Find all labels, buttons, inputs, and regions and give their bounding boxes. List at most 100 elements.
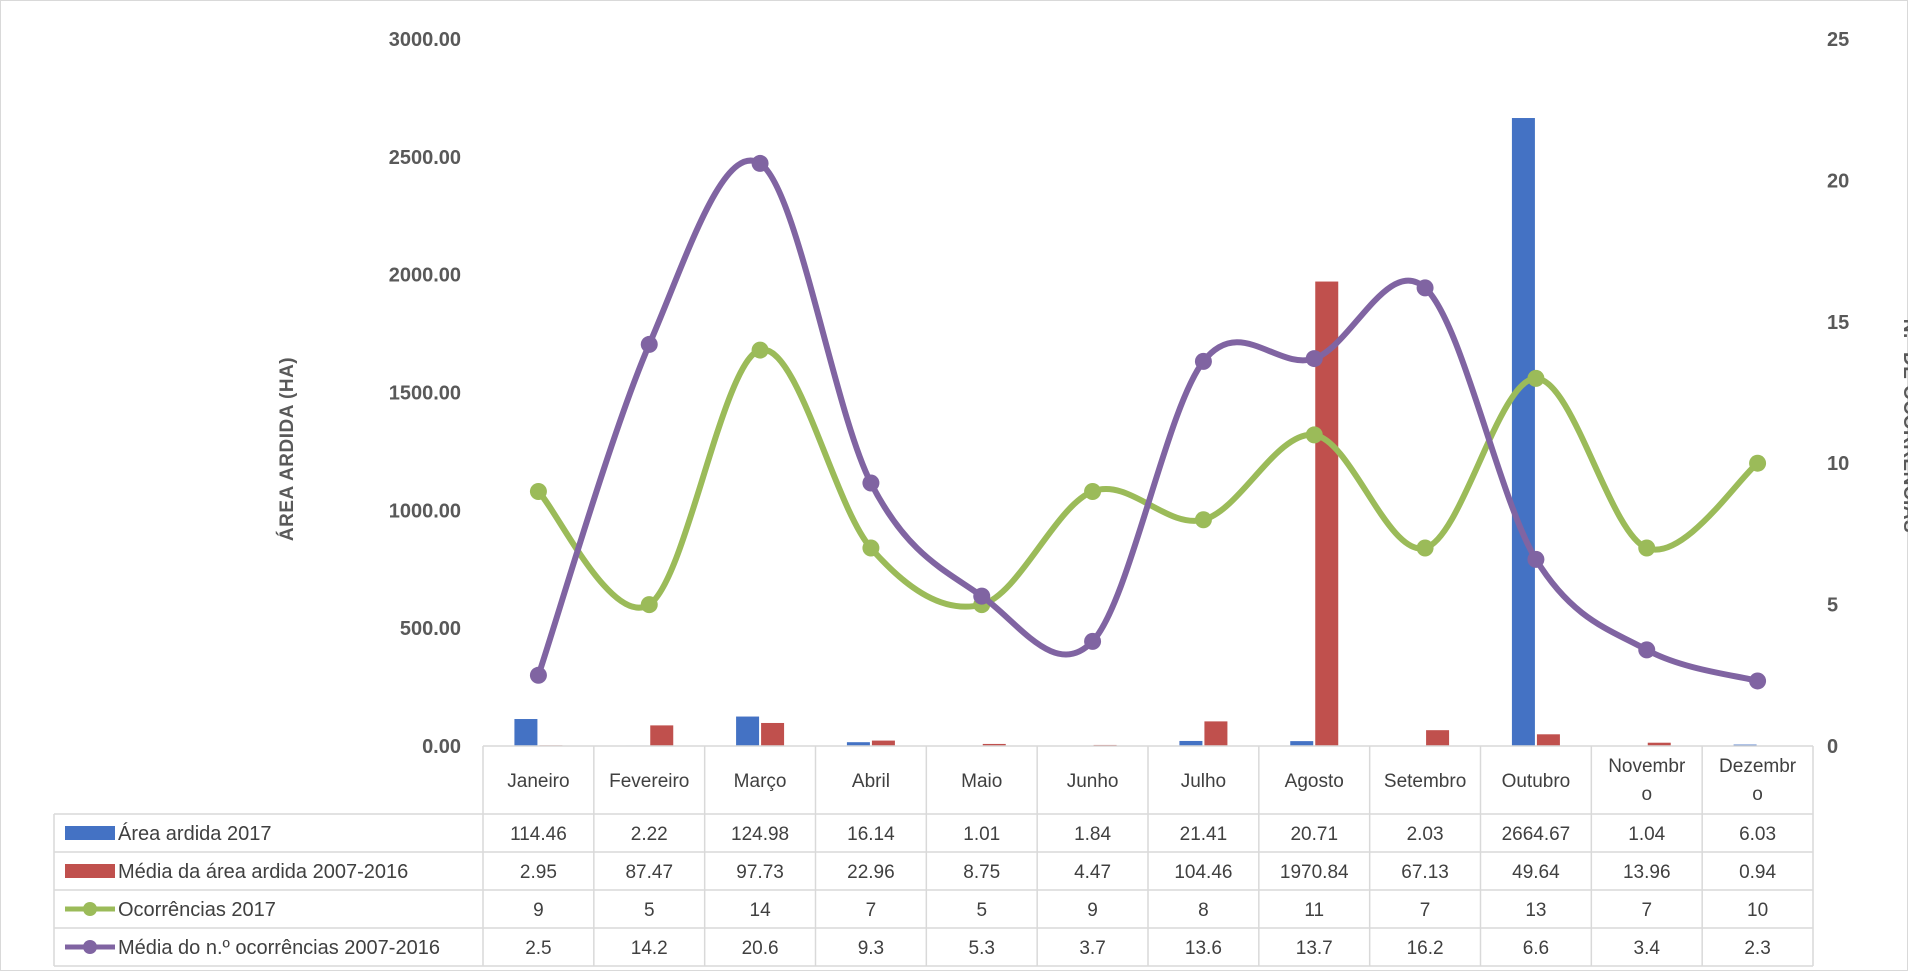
line-point <box>1749 672 1767 690</box>
data-cell: 0.94 <box>1739 862 1776 883</box>
data-cell: 6.6 <box>1523 938 1549 959</box>
legend-series-name: Média da área ardida 2007-2016 <box>118 861 408 883</box>
line-point <box>1084 482 1102 500</box>
data-cell: 13.7 <box>1296 938 1333 959</box>
category-label: o <box>1752 784 1763 805</box>
line-point <box>640 596 658 614</box>
bar <box>1647 742 1671 746</box>
line-point <box>1194 511 1212 529</box>
bar <box>1426 730 1450 746</box>
right-tick-label: 5 <box>1827 595 1838 617</box>
series-line <box>535 347 1761 611</box>
category-label: Setembro <box>1384 771 1466 792</box>
data-cell: 5.3 <box>969 938 995 959</box>
data-cell: 1.84 <box>1074 824 1111 845</box>
data-cell: 22.96 <box>847 862 895 883</box>
bar <box>1290 741 1314 746</box>
category-label: Fevereiro <box>609 771 689 792</box>
data-cell: 21.41 <box>1180 824 1228 845</box>
right-tick-label: 15 <box>1827 312 1849 334</box>
line-point <box>1749 454 1767 472</box>
right-tick-label: 0 <box>1827 736 1838 758</box>
category-label: Agosto <box>1285 771 1344 792</box>
data-cell: 5 <box>976 900 987 921</box>
category-label: Janeiro <box>507 771 569 792</box>
data-cell: 9 <box>1087 900 1098 921</box>
data-cell: 7 <box>1420 900 1431 921</box>
line-point <box>973 587 991 605</box>
data-cell: 7 <box>1641 900 1652 921</box>
data-cell: 16.14 <box>847 824 895 845</box>
right-tick-label: 10 <box>1827 453 1849 475</box>
data-cell: 67.13 <box>1401 862 1449 883</box>
line-point <box>1527 369 1545 387</box>
data-cell: 14 <box>750 900 772 921</box>
line-point <box>751 154 769 172</box>
bar <box>761 722 785 746</box>
data-cell: 8.75 <box>963 862 1000 883</box>
left-tick-label: 2500.00 <box>389 147 461 169</box>
line-layer <box>529 154 1767 690</box>
data-cell: 14.2 <box>631 938 668 959</box>
data-cell: 1.04 <box>1628 824 1665 845</box>
right-tick-label: 25 <box>1827 29 1849 51</box>
data-cell: 13.6 <box>1185 938 1222 959</box>
line-point <box>1084 632 1102 650</box>
data-cell: 2664.67 <box>1502 824 1571 845</box>
line-point <box>1305 350 1323 368</box>
data-cell: 1.01 <box>963 824 1000 845</box>
bar <box>650 725 674 746</box>
data-cell: 2.95 <box>520 862 557 883</box>
line-point <box>1638 539 1656 557</box>
data-cell: 13 <box>1525 900 1546 921</box>
series-line <box>535 157 1761 684</box>
data-cell: 10 <box>1747 900 1768 921</box>
bar <box>1536 734 1560 746</box>
line-point <box>1416 539 1434 557</box>
data-cell: 11 <box>1304 900 1324 921</box>
category-label: Julho <box>1181 771 1226 792</box>
data-cell: 4.47 <box>1074 862 1111 883</box>
data-cell: 2.22 <box>631 824 668 845</box>
legend-bar-key <box>65 826 115 840</box>
data-cell: 114.46 <box>510 824 567 845</box>
line-point <box>529 666 547 684</box>
bar <box>1204 721 1228 746</box>
line-point <box>751 341 769 359</box>
left-axis: 0.00 500.00 1000.00 1500.00 2000.00 2500.00 30… <box>389 29 461 758</box>
data-cell: 87.47 <box>625 862 673 883</box>
category-label: Abril <box>852 771 890 792</box>
right-axis-title: N.º DE OCORRÊNCIAS <box>1899 319 1908 533</box>
data-cell: 3.4 <box>1634 938 1661 959</box>
bar <box>846 742 870 746</box>
left-tick-label: 1000.00 <box>389 500 461 522</box>
data-cell: 104.46 <box>1174 862 1232 883</box>
data-table: Janeiro Fevereiro Março Abril Maio Junho Julho… <box>53 745 1814 967</box>
legend-series-name: Média do n.º ocorrências 2007-2016 <box>118 937 440 959</box>
bar <box>1315 281 1339 746</box>
left-axis-title: ÁREA ARDIDA (HA) <box>276 357 298 541</box>
legend-marker-key <box>83 940 97 954</box>
data-cell: 97.73 <box>736 862 784 883</box>
bar <box>736 716 760 746</box>
data-cell: 9.3 <box>858 938 884 959</box>
category-label: Março <box>734 771 787 792</box>
bar <box>1179 740 1203 746</box>
legend-series-name: Ocorrências 2017 <box>118 899 276 921</box>
data-cell: 9 <box>533 900 544 921</box>
left-tick-label: 0.00 <box>422 736 461 758</box>
data-cell: 49.64 <box>1512 862 1560 883</box>
line-point <box>1416 279 1434 297</box>
legend-series-name: Área ardida 2017 <box>118 822 271 845</box>
data-cell: 124.98 <box>731 824 789 845</box>
category-label: Novembr <box>1608 756 1686 777</box>
data-cell: 5 <box>644 900 655 921</box>
category-label: Junho <box>1067 771 1119 792</box>
line-point <box>862 539 880 557</box>
data-cell: 3.7 <box>1079 938 1105 959</box>
category-label: o <box>1641 784 1652 805</box>
left-tick-label: 500.00 <box>400 618 461 640</box>
right-axis: 0 5 10 15 20 25 <box>1827 29 1849 758</box>
